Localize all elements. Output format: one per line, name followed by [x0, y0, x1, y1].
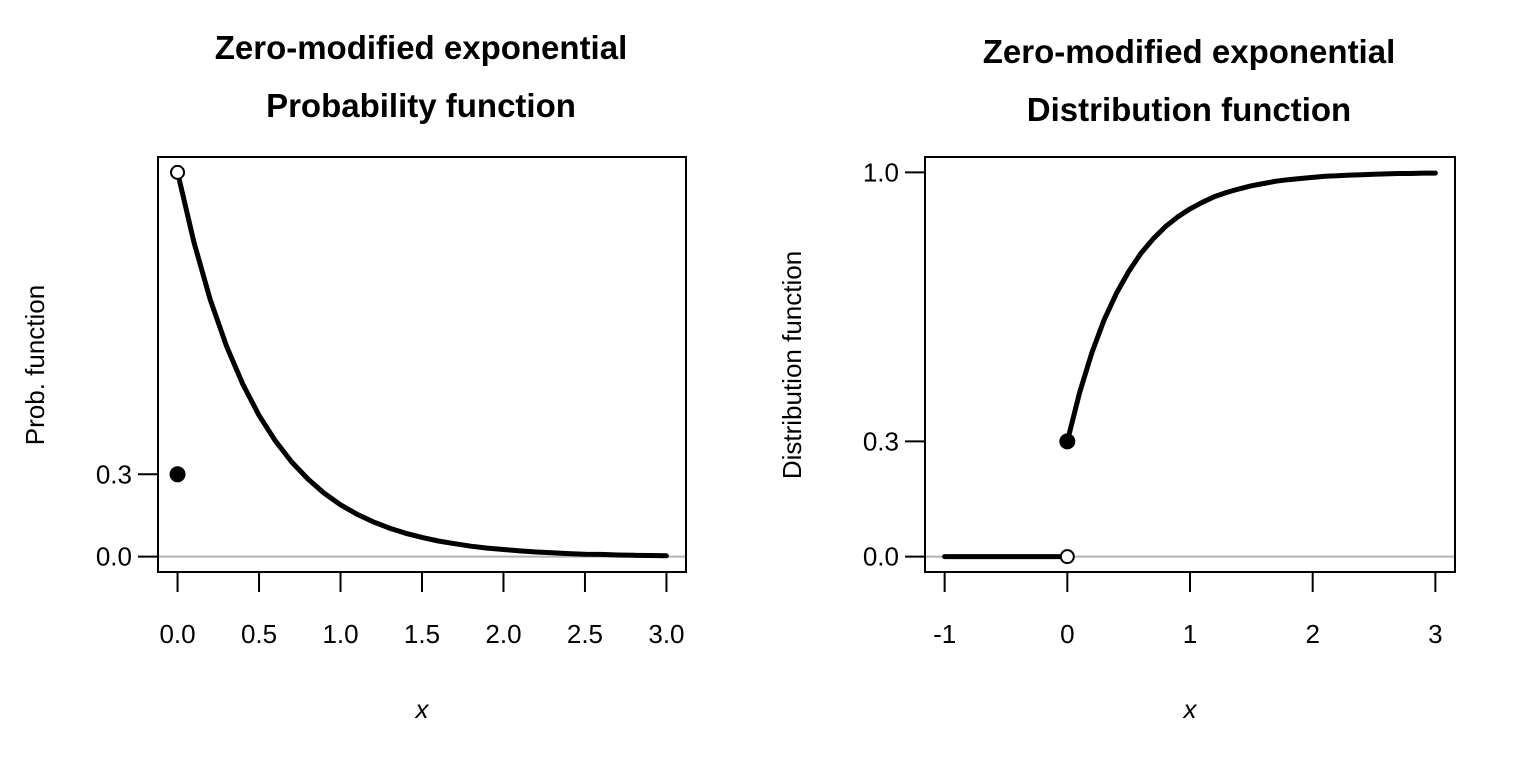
y-tick-label: 0.3 — [96, 459, 132, 489]
plot-area: 0.0 0.5 1.0 1.5 2.0 2.5 3.0 0.0 0.3 — [96, 156, 687, 649]
x-tick-label: 1 — [1183, 619, 1197, 649]
x-tick-label: 0 — [1060, 619, 1074, 649]
filled-point — [169, 466, 186, 483]
open-point — [170, 164, 186, 180]
x-tick-label: 2 — [1305, 619, 1319, 649]
panel-probability-function: Zero-modified exponential Probability fu… — [20, 29, 687, 724]
x-tick-label: 3 — [1428, 619, 1442, 649]
y-axis-label: Distribution function — [777, 251, 807, 479]
x-tick-label: 0.5 — [241, 619, 277, 649]
x-axis-label: x — [414, 694, 430, 724]
x-tick-label: 2.5 — [567, 619, 603, 649]
chart-title-line-1: Zero-modified exponential — [215, 29, 628, 66]
open-point — [1059, 549, 1075, 565]
panel-distribution-function: Zero-modified exponential Distribution f… — [777, 33, 1456, 724]
series-line — [1064, 170, 1438, 444]
chart-title-line-2: Distribution function — [1027, 91, 1351, 128]
x-tick-label: 1.5 — [404, 619, 440, 649]
x-tick-label: 0.0 — [159, 619, 195, 649]
y-tick-label: 0.0 — [96, 542, 132, 572]
y-tick-label: 1.0 — [863, 157, 899, 187]
y-tick-label: 0.3 — [863, 426, 899, 456]
filled-point — [1059, 433, 1076, 450]
plot-area: -1 0 1 2 3 0.0 0.3 1.0 — [863, 156, 1456, 649]
series-line — [175, 169, 669, 559]
x-tick-label: 2.0 — [485, 619, 521, 649]
y-axis-label: Prob. function — [20, 285, 50, 445]
chart-title-line-1: Zero-modified exponential — [983, 33, 1396, 70]
x-axis-label: x — [1182, 694, 1198, 724]
x-tick-label: 3.0 — [648, 619, 684, 649]
x-tick-label: 1.0 — [322, 619, 358, 649]
x-tick-label: -1 — [933, 619, 956, 649]
y-tick-label: 0.0 — [863, 542, 899, 572]
chart-title-line-2: Probability function — [266, 87, 576, 124]
plot-frame — [924, 156, 1456, 573]
plot-frame — [157, 156, 687, 573]
